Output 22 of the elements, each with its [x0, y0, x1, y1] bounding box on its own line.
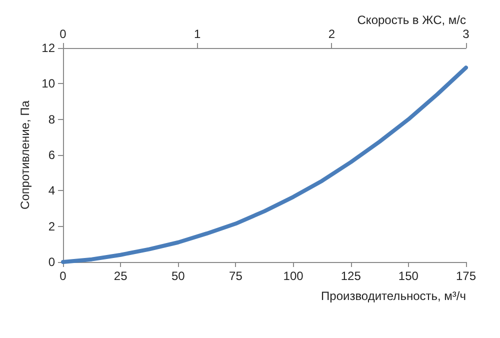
- y-tick-label: 12: [42, 41, 56, 55]
- x2-tick-label: 0: [60, 27, 67, 41]
- y-axis-title: Сопротивление, Па: [18, 100, 32, 210]
- x2-axis-title: Скорость в ЖС, м/с: [357, 13, 466, 27]
- y-tick-label: 10: [42, 76, 56, 91]
- x-tick-label: 175: [456, 269, 476, 283]
- y-tick-label: 6: [48, 148, 56, 162]
- x-tick-label: 0: [60, 269, 67, 283]
- x-tick-label: 100: [283, 269, 304, 283]
- y-tick-label: 4: [48, 184, 56, 198]
- x2-tick-label: 1: [194, 27, 201, 41]
- y-tick-label: 0: [48, 255, 56, 269]
- y-tick-label: 2: [48, 219, 56, 234]
- x-tick-label: 25: [114, 269, 128, 283]
- x-tick-label: 50: [171, 269, 186, 283]
- x2-tick-label: 2: [328, 27, 336, 41]
- x-tick-label: 150: [398, 269, 419, 283]
- x-axis-title: Производительность, м³/ч: [321, 289, 466, 303]
- x2-tick-label: 3: [462, 27, 470, 41]
- x-tick-label: 125: [340, 269, 362, 283]
- x-tick-label: 75: [229, 269, 243, 283]
- y-tick-label: 8: [48, 112, 56, 126]
